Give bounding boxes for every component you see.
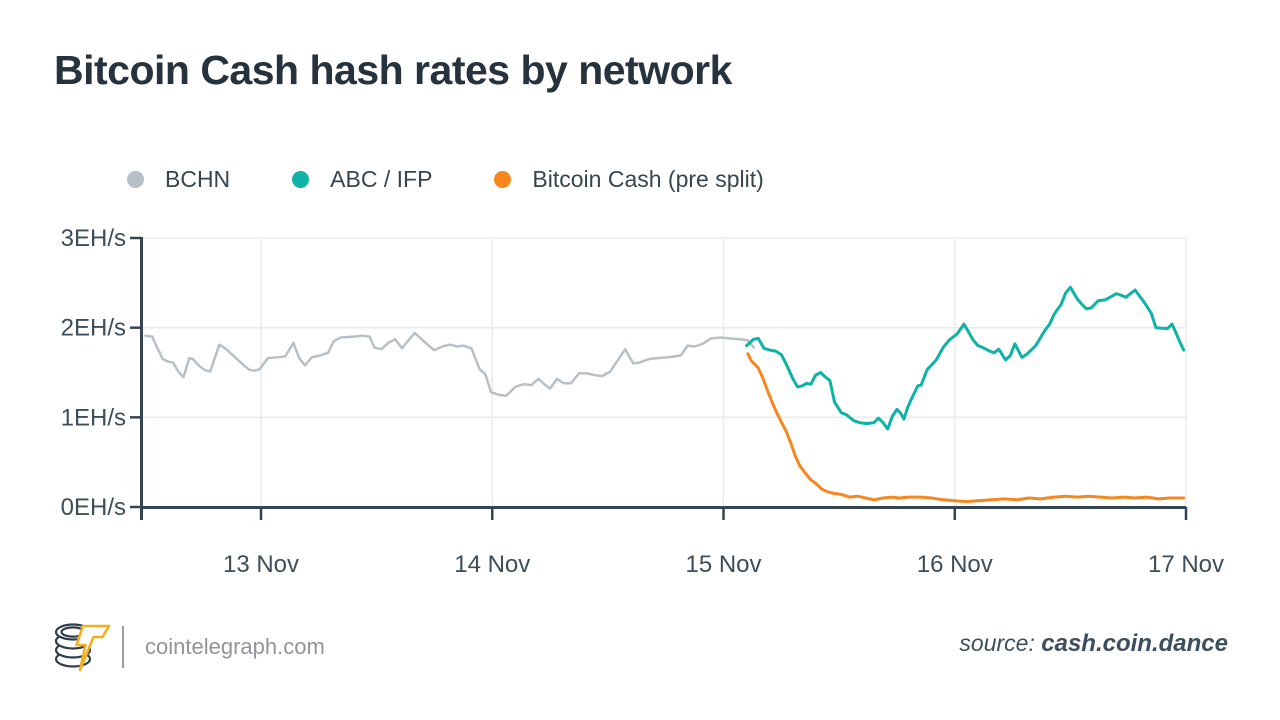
chart-legend: BCHN ABC / IFP Bitcoin Cash (pre split) [127, 166, 764, 193]
y-axis-label: 0EH/s [61, 494, 126, 521]
legend-dot-abc-ifp-icon [292, 171, 310, 188]
source-value: cash.coin.dance [1041, 630, 1228, 657]
x-axis-label: 15 Nov [685, 551, 761, 578]
brand-divider [122, 626, 124, 668]
x-axis-label: 13 Nov [223, 551, 299, 578]
x-axis-label: 17 Nov [1148, 551, 1224, 578]
x-axis-label: 14 Nov [454, 551, 530, 578]
y-axis-label: 2EH/s [61, 315, 126, 342]
legend-item-abc-ifp: ABC / IFP [292, 166, 432, 193]
brand-text: cointelegraph.com [145, 634, 325, 659]
legend-item-pre-split: Bitcoin Cash (pre split) [494, 166, 764, 193]
footer: cointelegraph.com source: cash.coin.danc… [0, 616, 1280, 676]
lightning-bolt-icon [75, 624, 111, 672]
y-axis-label: 3EH/s [61, 225, 126, 252]
legend-item-bchn: BCHN [127, 166, 230, 193]
x-axis-label: 16 Nov [917, 551, 993, 578]
brand-block: cointelegraph.com [50, 620, 325, 674]
legend-dot-bchn-icon [127, 171, 144, 188]
page-title: Bitcoin Cash hash rates by network [54, 47, 732, 93]
source-label: source: [959, 630, 1035, 656]
legend-label-pre-split: Bitcoin Cash (pre split) [532, 166, 764, 192]
legend-label-bchn: BCHN [165, 166, 231, 192]
series-line-bchn [144, 331, 755, 398]
legend-label-abc-ifp: ABC / IFP [330, 166, 433, 192]
series-line-abc-ifp [745, 285, 1186, 431]
legend-dot-pre-split-icon [494, 171, 512, 188]
cointelegraph-logo-icon [54, 623, 111, 672]
y-axis-label: 1EH/s [61, 404, 126, 431]
series-line-bitcoin-cash-pre-split [746, 352, 1186, 504]
source-credit: source: cash.coin.dance [959, 630, 1228, 658]
